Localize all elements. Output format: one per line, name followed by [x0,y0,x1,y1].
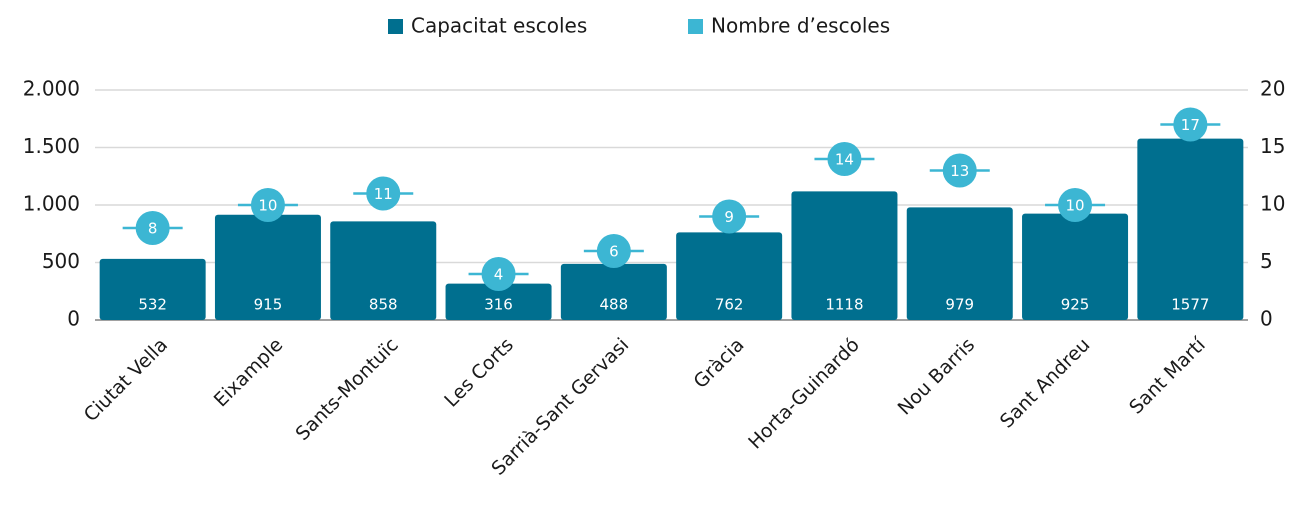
data-label: 8 [148,220,158,238]
bar [445,283,552,320]
bar [99,258,206,320]
data-label: 979 [945,296,974,314]
data-label: 488 [600,296,629,314]
data-label: 762 [715,296,744,314]
data-label: 10 [1066,197,1085,215]
x-tick-label: Sant Martí [1125,333,1210,418]
marker [366,176,401,211]
x-tick-label: Sant Andreu [996,334,1095,433]
y2-tick-label: 5 [1260,249,1273,273]
marker [827,142,862,176]
y-tick-label: 500 [42,249,80,273]
marker [942,153,977,188]
data-label: 6 [609,243,619,261]
legend-swatch [388,19,403,34]
bar [906,207,1013,320]
y2-tick-label: 10 [1260,192,1285,216]
legend-label: Capacitat escoles [411,14,587,38]
data-label: 316 [484,296,513,314]
x-tick-label: Eixample [210,334,288,412]
y2-tick-label: 0 [1260,307,1273,331]
data-label: 14 [835,151,854,169]
data-label: 13 [950,162,969,180]
data-label: 532 [138,296,167,314]
data-label: 4 [494,266,504,284]
y-tick-label: 1.000 [23,192,80,216]
data-label: 1118 [825,296,863,314]
data-label: 9 [724,208,734,226]
data-label: 11 [374,185,393,203]
marker [1173,107,1208,142]
y2-tick-label: 15 [1260,134,1285,158]
marker [250,188,285,222]
x-tick-label: Horta-Guinardó [744,334,864,454]
y-tick-label: 0 [67,307,80,331]
marker [1058,188,1093,222]
marker [135,211,170,245]
x-tick-label: Gràcia [689,334,748,393]
y-tick-label: 1.500 [23,134,80,158]
bar [330,221,437,320]
bar [1137,138,1244,320]
bar [676,232,783,320]
data-label: 1577 [1171,296,1209,314]
data-label: 17 [1181,116,1200,134]
marker [481,257,516,291]
data-label: 858 [369,296,398,314]
data-label: 10 [258,197,277,215]
bar [1022,213,1129,320]
marker [712,199,747,234]
y-tick-label: 2.000 [23,77,80,101]
x-tick-label: Nou Barris [894,334,980,420]
x-tick-label: Ciutat Vella [80,334,172,426]
bar [791,191,898,320]
data-label: 925 [1061,296,1090,314]
x-tick-label: Sants-Montuïc [291,334,402,445]
bar [214,214,321,320]
y2-tick-label: 20 [1260,77,1285,101]
legend-swatch [688,19,703,34]
marker [596,234,631,268]
x-tick-label: Les Corts [440,334,518,412]
legend-label: Nombre d’escoles [711,14,890,38]
data-label: 915 [254,296,283,314]
bar [560,263,667,320]
